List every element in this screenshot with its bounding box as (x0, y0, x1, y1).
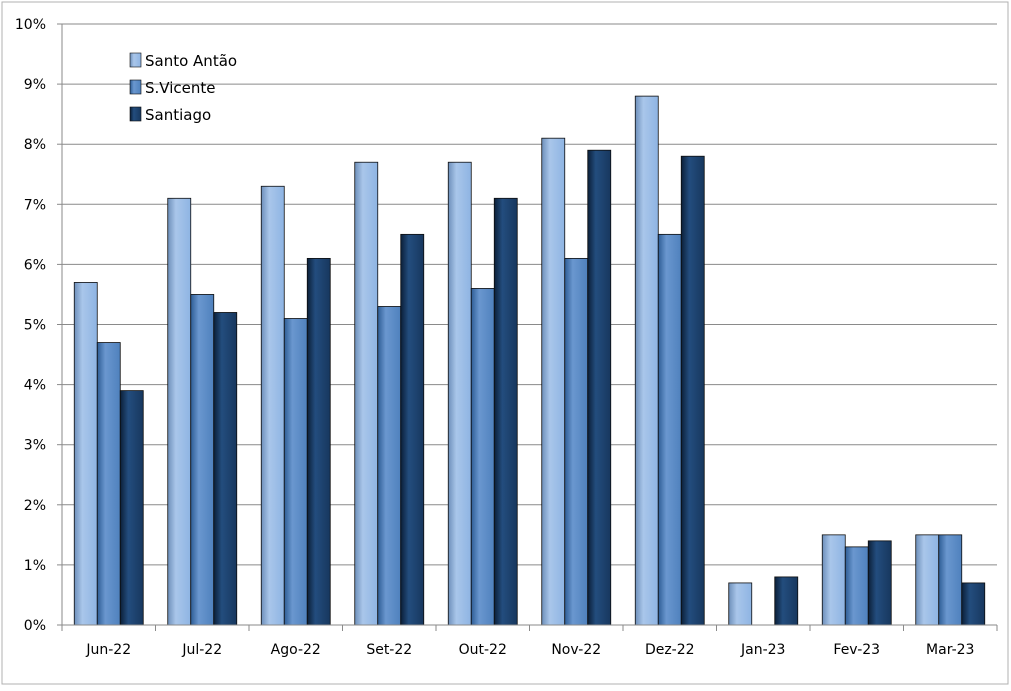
bar (587, 149, 612, 626)
bar (306, 257, 331, 626)
bar (844, 546, 869, 626)
bar (657, 233, 682, 626)
bar (167, 197, 192, 626)
bars-layer (73, 95, 986, 626)
x-tick-label: Nov-22 (551, 642, 601, 658)
bar (213, 312, 238, 626)
bar (400, 233, 425, 626)
bar (354, 161, 379, 626)
x-tick-label: Jun-22 (85, 642, 131, 658)
bar (634, 95, 659, 626)
bar (470, 288, 495, 626)
x-tick-label: Mar-23 (926, 642, 974, 658)
legend-swatch (129, 79, 142, 95)
y-tick-label: 10% (15, 17, 46, 33)
x-tick-label: Set-22 (366, 642, 412, 658)
y-tick-label: 9% (24, 77, 46, 93)
bar (774, 576, 799, 626)
y-tick-label: 2% (24, 498, 46, 514)
bar (377, 306, 402, 626)
y-tick-label: 1% (24, 558, 46, 574)
bar (96, 342, 121, 626)
y-tick-label: 6% (24, 257, 46, 273)
bar (447, 161, 472, 626)
y-tick-label: 3% (24, 438, 46, 454)
bar (493, 197, 518, 626)
y-tick-label: 4% (24, 378, 46, 394)
bar (961, 582, 986, 626)
bar (680, 155, 705, 626)
bar (541, 137, 566, 626)
x-tick-label: Out-22 (459, 642, 507, 658)
axis-layer: 0% 1% 2% 3% 4% 5% 6% 7% 8% 9% 10% Jun-22 Jul-22 Ago-2… (15, 17, 998, 658)
bar (564, 257, 589, 626)
bar (283, 318, 308, 626)
x-tick-label: Ago-22 (271, 642, 321, 658)
legend-label: Santiago (145, 106, 211, 124)
legend-label: S.Vicente (145, 79, 215, 97)
bar (119, 390, 144, 626)
x-tick-label: Jan-23 (740, 642, 785, 658)
legend: Santo Antão S.Vicente Santiago (129, 52, 237, 124)
x-tick-label: Jul-22 (181, 642, 222, 658)
bar (821, 534, 846, 626)
bar (190, 294, 215, 626)
y-tick-label: 5% (24, 318, 46, 334)
bar (260, 185, 285, 626)
legend-label: Santo Antão (145, 52, 237, 70)
bar (728, 582, 753, 626)
legend-swatch (129, 52, 142, 68)
bar (73, 282, 98, 626)
legend-swatch (129, 106, 142, 122)
bar (915, 534, 940, 626)
y-tick-label: 0% (24, 618, 46, 634)
bar (938, 534, 963, 626)
y-tick-label: 8% (24, 137, 46, 153)
x-tick-label: Fev-23 (833, 642, 880, 658)
y-tick-label: 7% (24, 197, 46, 213)
bar (867, 540, 892, 626)
x-tick-label: Dez-22 (645, 642, 695, 658)
